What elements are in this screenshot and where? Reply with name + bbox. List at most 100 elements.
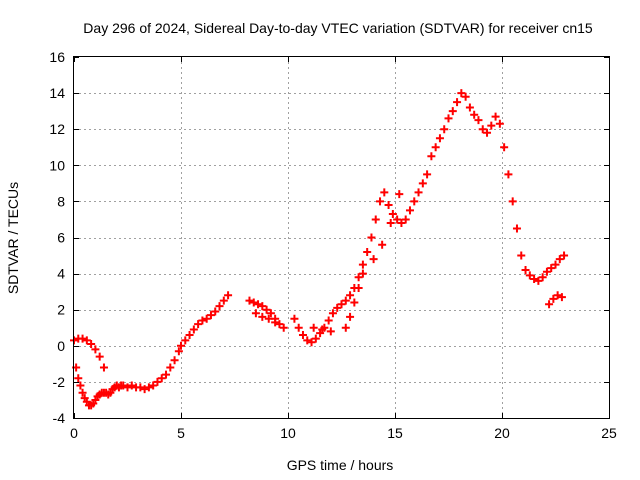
data-point <box>181 336 190 345</box>
data-point <box>414 188 423 197</box>
data-point <box>262 305 271 314</box>
data-point <box>508 197 517 206</box>
data-point <box>517 251 526 260</box>
data-point <box>538 273 547 282</box>
data-point <box>153 377 162 386</box>
data-point <box>427 152 436 161</box>
data-point <box>194 320 203 329</box>
data-point <box>530 275 539 284</box>
y-tick-label: 8 <box>57 193 65 209</box>
data-point <box>401 215 410 224</box>
data-point <box>333 303 342 312</box>
data-point <box>264 314 273 323</box>
data-point <box>198 316 207 325</box>
data-point <box>483 128 492 137</box>
data-point <box>87 339 96 348</box>
data-point <box>258 302 267 311</box>
y-tick-label: 4 <box>57 266 65 282</box>
data-point <box>346 291 355 300</box>
data-point <box>78 334 87 343</box>
data-point <box>435 134 444 143</box>
data-point <box>393 215 402 224</box>
data-point <box>534 276 543 285</box>
data-point <box>177 341 185 350</box>
x-tick-label: 10 <box>280 425 296 441</box>
data-point <box>378 240 387 249</box>
y-tick-label: 0 <box>57 338 65 354</box>
data-point <box>500 143 509 152</box>
x-axis-ticks: 0 5 10 15 20 25 <box>70 57 617 441</box>
data-point <box>525 271 534 280</box>
data-point <box>553 291 562 300</box>
data-point <box>557 293 566 302</box>
data-point <box>410 197 419 206</box>
data-points <box>70 89 569 410</box>
data-point <box>478 125 487 134</box>
data-point <box>350 298 359 307</box>
data-point <box>162 370 171 379</box>
data-point <box>431 143 440 152</box>
data-point <box>78 388 87 397</box>
data-point <box>444 114 453 123</box>
grid-lines <box>74 57 609 418</box>
data-point <box>202 314 211 323</box>
data-point <box>470 110 479 119</box>
data-point <box>219 296 228 305</box>
data-point <box>127 381 136 390</box>
data-point <box>166 363 175 372</box>
data-point <box>254 300 263 309</box>
data-point <box>440 125 449 134</box>
data-point <box>224 291 233 300</box>
data-point <box>74 374 83 383</box>
data-point <box>521 265 530 274</box>
data-point <box>174 347 183 356</box>
data-point <box>371 215 380 224</box>
data-point <box>157 374 166 383</box>
data-point <box>418 179 427 188</box>
data-point <box>298 330 307 339</box>
y-tick-label: -2 <box>53 374 66 390</box>
y-tick-label: 6 <box>57 230 65 246</box>
data-point <box>504 170 513 179</box>
plot-frame <box>73 56 610 419</box>
data-point <box>215 302 224 311</box>
data-point <box>376 197 385 206</box>
data-point <box>512 224 521 233</box>
data-point <box>380 188 389 197</box>
data-point <box>341 323 350 332</box>
data-point <box>341 296 350 305</box>
data-point <box>303 336 312 345</box>
data-point <box>461 92 470 101</box>
data-point <box>249 298 258 307</box>
data-point <box>358 269 367 278</box>
data-point <box>495 119 504 128</box>
data-point <box>346 312 355 321</box>
data-point <box>453 98 462 107</box>
data-point <box>542 267 551 276</box>
data-point <box>423 170 432 179</box>
y-tick-label: 16 <box>49 49 65 65</box>
data-point <box>324 316 333 325</box>
data-point <box>91 345 100 354</box>
data-point <box>136 383 145 392</box>
data-point <box>397 219 406 228</box>
data-point <box>549 294 558 303</box>
data-point <box>275 320 284 329</box>
data-point <box>457 89 466 98</box>
y-tick-label: 10 <box>49 157 65 173</box>
x-tick-label: 0 <box>70 425 78 441</box>
x-tick-label: 25 <box>601 425 617 441</box>
data-point <box>384 201 393 210</box>
data-point <box>149 381 158 390</box>
data-point <box>95 352 104 361</box>
data-point <box>551 260 560 269</box>
data-point <box>311 334 320 343</box>
data-point <box>358 260 367 269</box>
data-point <box>245 296 254 305</box>
data-point <box>309 323 318 332</box>
data-point <box>211 307 220 316</box>
data-point <box>271 318 280 327</box>
x-tick-label: 5 <box>177 425 185 441</box>
